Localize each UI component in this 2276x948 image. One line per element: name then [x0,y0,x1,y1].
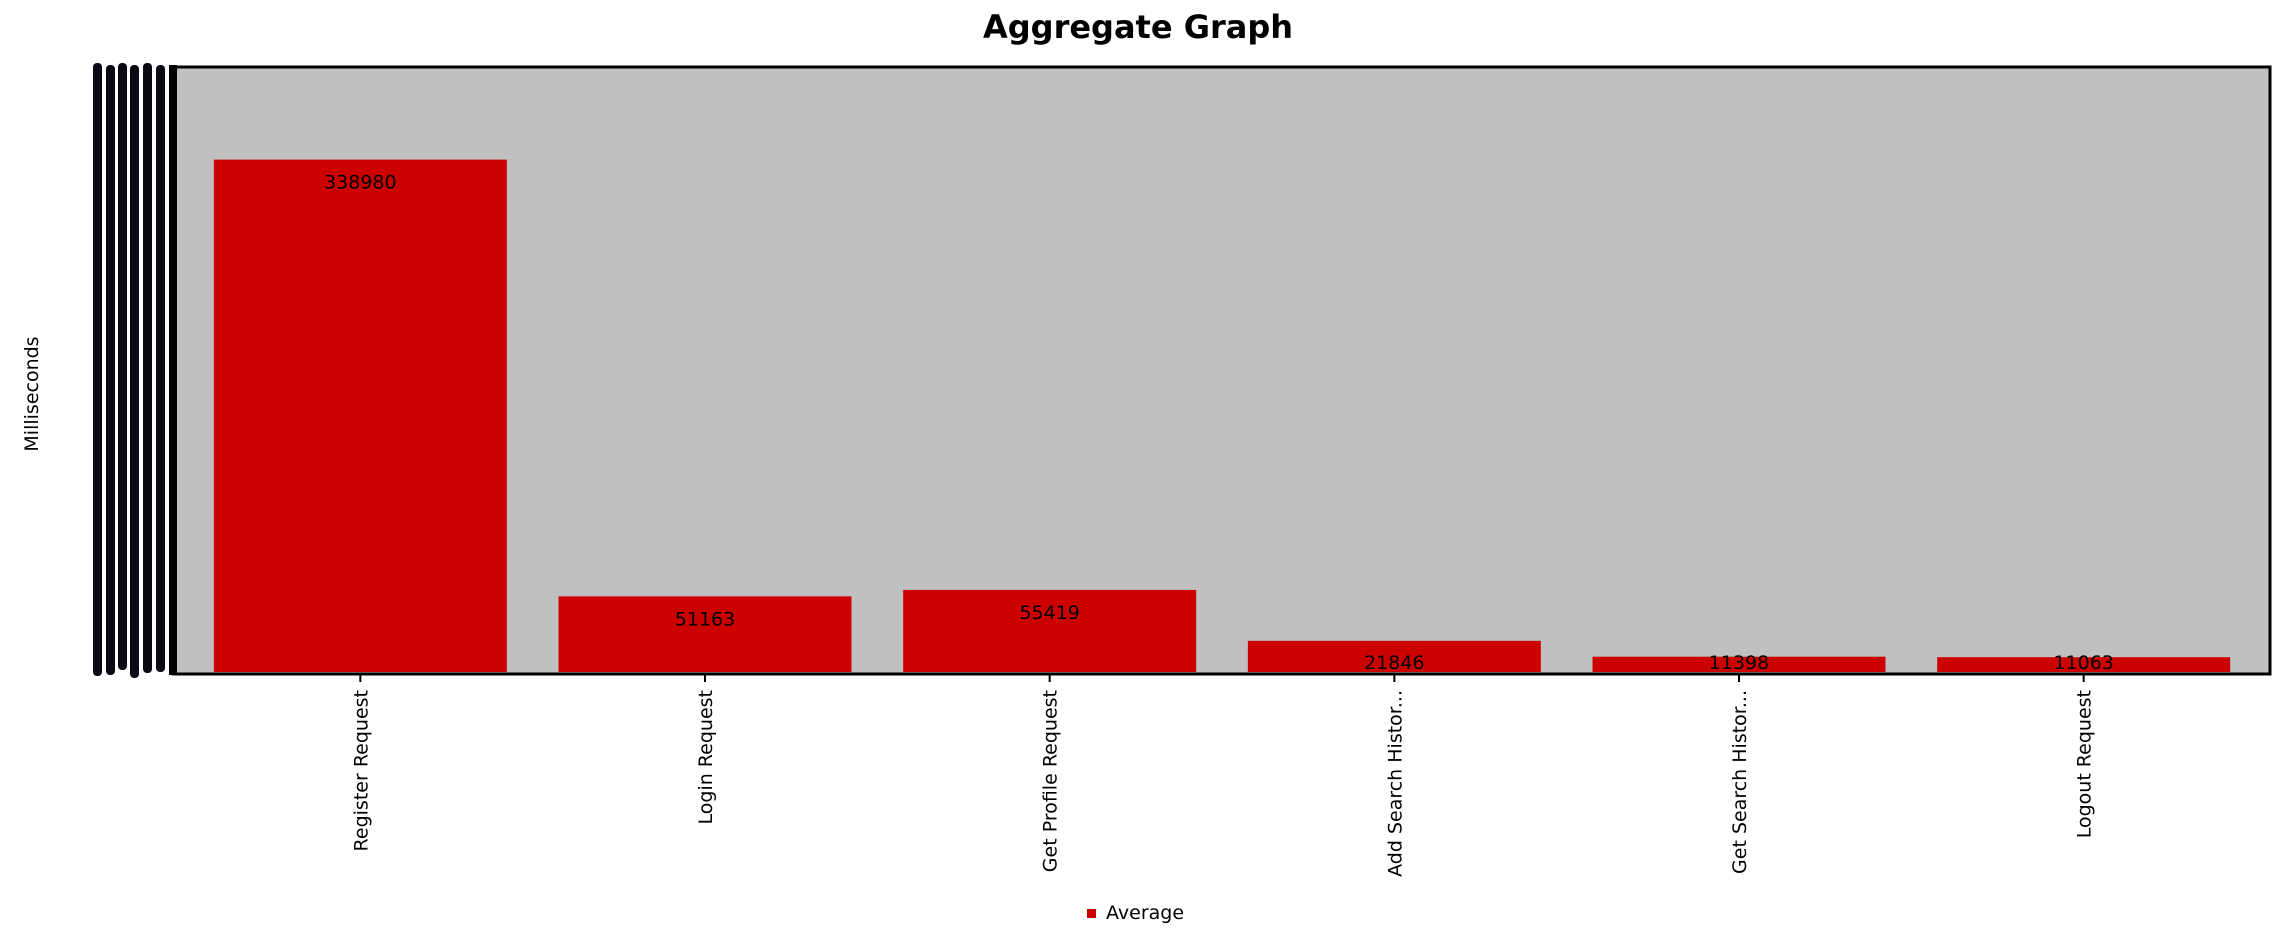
bars-group: 338980 51163 55419 21846 11398 11063 [213,159,2231,674]
bar [1592,656,1886,672]
legend-label: Average [1106,902,1185,924]
bar-value-label: 11398 [1709,652,1769,674]
y-tick-label-smear [143,63,152,673]
x-tick-label: Logout Request [2074,690,2096,838]
plot-background [172,65,2272,676]
x-axis-ticks: Register Request Login Request Get Profile… [350,674,2096,877]
x-tick-label: Login Request [695,690,717,824]
x-tick-label: Get Search Histor... [1729,690,1751,874]
bar-value-label: 338980 [324,172,397,194]
bar-value-label: 51163 [675,608,735,630]
bar-value-label: 55419 [1019,602,1079,624]
y-tick-label-smear [156,65,165,672]
y-tick-label-smear [118,63,127,670]
legend: Average [1087,902,1184,924]
chart-title: Aggregate Graph [982,8,1294,46]
bar-value-label: 11063 [2053,652,2113,674]
y-tick-label-smear [93,63,102,676]
bar [1937,657,2231,672]
bar-value-label: 21846 [1364,652,1424,674]
bar [558,596,852,672]
x-tick-label: Add Search Histor... [1384,690,1406,877]
legend-swatch [1087,908,1096,918]
bar [1247,640,1541,672]
bar [903,589,1197,672]
bar [213,159,507,673]
x-tick-label: Get Profile Request [1040,690,1062,872]
y-tick-label-smear [106,65,115,675]
y-tick-label-smear [130,65,139,678]
x-tick-label: Register Request [350,690,372,851]
y-axis-tick-labels [93,63,165,678]
